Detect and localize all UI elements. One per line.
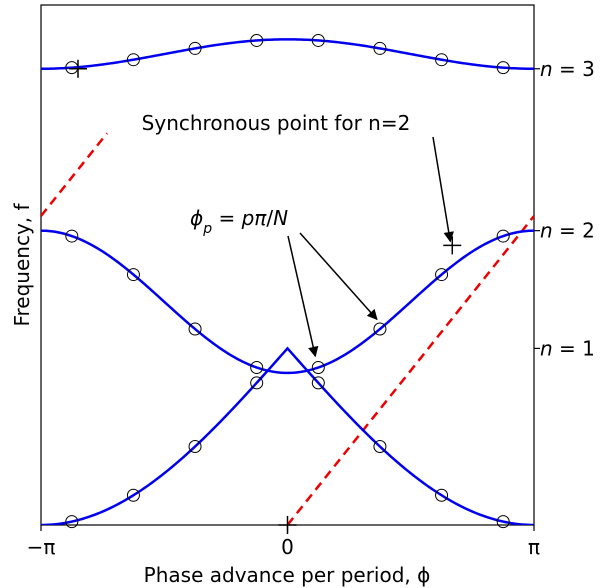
light-lines [41,132,534,525]
sample-marker [126,53,140,67]
sample-marker [188,41,202,55]
sample-marker [435,488,449,502]
annotations: Synchronous point for n=2 ϕp = pπ/N [142,111,454,358]
x-tick-label: −π [27,535,56,559]
annotation-synchronous-point: Synchronous point for n=2 [142,111,411,135]
plot-frame [40,4,535,526]
sample-marker [496,229,510,243]
sample-marker [373,440,387,454]
sample-marker [373,41,387,55]
band-label-n1: n = 1 [540,336,595,360]
band-labels: n = 1 n = 2 n = 3 [534,57,595,360]
band-curve-n3 [41,38,534,71]
sample-marker [496,61,510,75]
sample-marker [126,488,140,502]
sample-marker [496,515,510,529]
band-label-n2: n = 2 [540,219,595,243]
sample-marker [435,53,449,67]
synchronous-point-marker [443,236,462,255]
y-axis-label: Frequency, f [10,203,34,327]
sample-marker [250,33,264,47]
dispersion-curves [41,38,534,525]
annotation-arrow [299,232,378,321]
sample-marker [65,229,79,243]
sample-marker [311,361,325,375]
light-line [286,215,534,525]
sample-marker [311,33,325,47]
x-tick-label: π [528,535,540,559]
band-label-n3: n = 3 [540,57,595,81]
x-tick-label: 0 [281,535,294,559]
x-ticks: −π 0 π [27,525,540,559]
sample-marker [311,376,325,390]
sample-marker [435,268,449,282]
sample-marker [250,376,264,390]
x-axis-label: Phase advance per period, ϕ [144,563,431,587]
annotation-arrow [287,235,319,358]
band-curve-n2 [41,229,534,375]
sample-markers [65,33,510,529]
sample-marker [126,268,140,282]
annotation-phase-formula: ϕp = pπ/N [190,206,288,237]
sample-marker [188,440,202,454]
synchronous-point-marker [69,59,88,78]
light-line [41,132,109,217]
annotation-arrow [432,136,454,243]
sample-marker [188,322,202,336]
sample-marker [65,515,79,529]
band-curve-n1 [41,346,534,525]
sample-marker [373,322,387,336]
sample-marker [250,361,264,375]
